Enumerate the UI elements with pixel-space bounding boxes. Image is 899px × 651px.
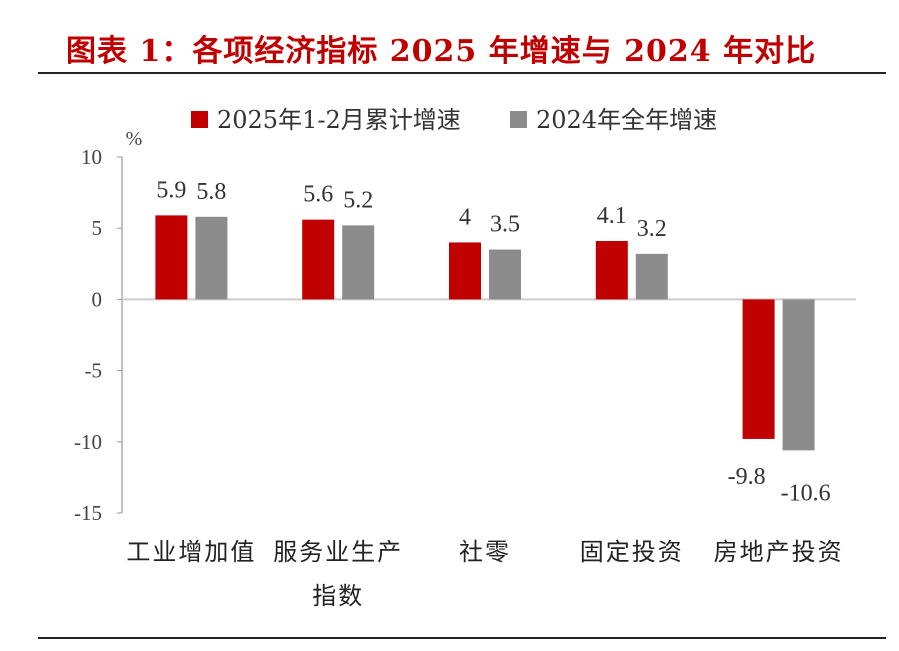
bottom-rule: [38, 637, 886, 639]
data-label: 5.2: [343, 187, 373, 213]
x-category-label: 房地产投资: [714, 538, 844, 566]
y-tick-label: 10: [81, 145, 102, 169]
data-label: 5.8: [196, 179, 226, 205]
y-unit-label: %: [126, 128, 143, 150]
x-category-label: 服务业生产: [273, 538, 403, 566]
data-label: -10.6: [781, 480, 831, 506]
bar-series1: [302, 219, 335, 300]
chart-title: 图表 1：各项经济指标 2025 年增速与 2024 年对比: [66, 34, 817, 69]
bar-series2: [635, 253, 668, 300]
bar-series2: [782, 299, 815, 451]
data-label: 3.2: [637, 216, 667, 242]
data-label: 3.5: [490, 212, 520, 238]
data-label: 5.9: [156, 177, 186, 203]
data-label: 4: [459, 204, 471, 230]
y-tick-label: -15: [74, 501, 102, 525]
bar-series2: [195, 216, 228, 300]
legend-swatch: [191, 111, 208, 128]
x-category-label: 社零: [459, 538, 511, 566]
x-category-label: 工业增加值: [126, 538, 256, 566]
bar-series1: [595, 241, 628, 300]
bar-series2: [489, 249, 521, 300]
y-tick-label: 0: [92, 287, 103, 311]
data-label: 4.1: [597, 203, 627, 229]
y-tick-label: 5: [92, 216, 103, 240]
x-category-label: 指数: [312, 582, 364, 610]
y-tick-label: -5: [85, 359, 103, 383]
bar-series1: [449, 242, 481, 300]
legend-swatch: [510, 111, 527, 128]
y-tick-label: -10: [74, 430, 102, 454]
x-category-label: 固定投资: [580, 538, 684, 566]
top-rule: [38, 72, 886, 74]
legend-label: 2024年全年增速: [536, 106, 717, 134]
legend-label: 2025年1-2月累计增速: [217, 106, 461, 134]
data-label: -9.8: [728, 464, 766, 490]
data-label: 5.6: [303, 182, 333, 208]
bar-series2: [342, 225, 375, 300]
bar-series1: [742, 299, 775, 439]
bar-series1: [155, 215, 188, 300]
